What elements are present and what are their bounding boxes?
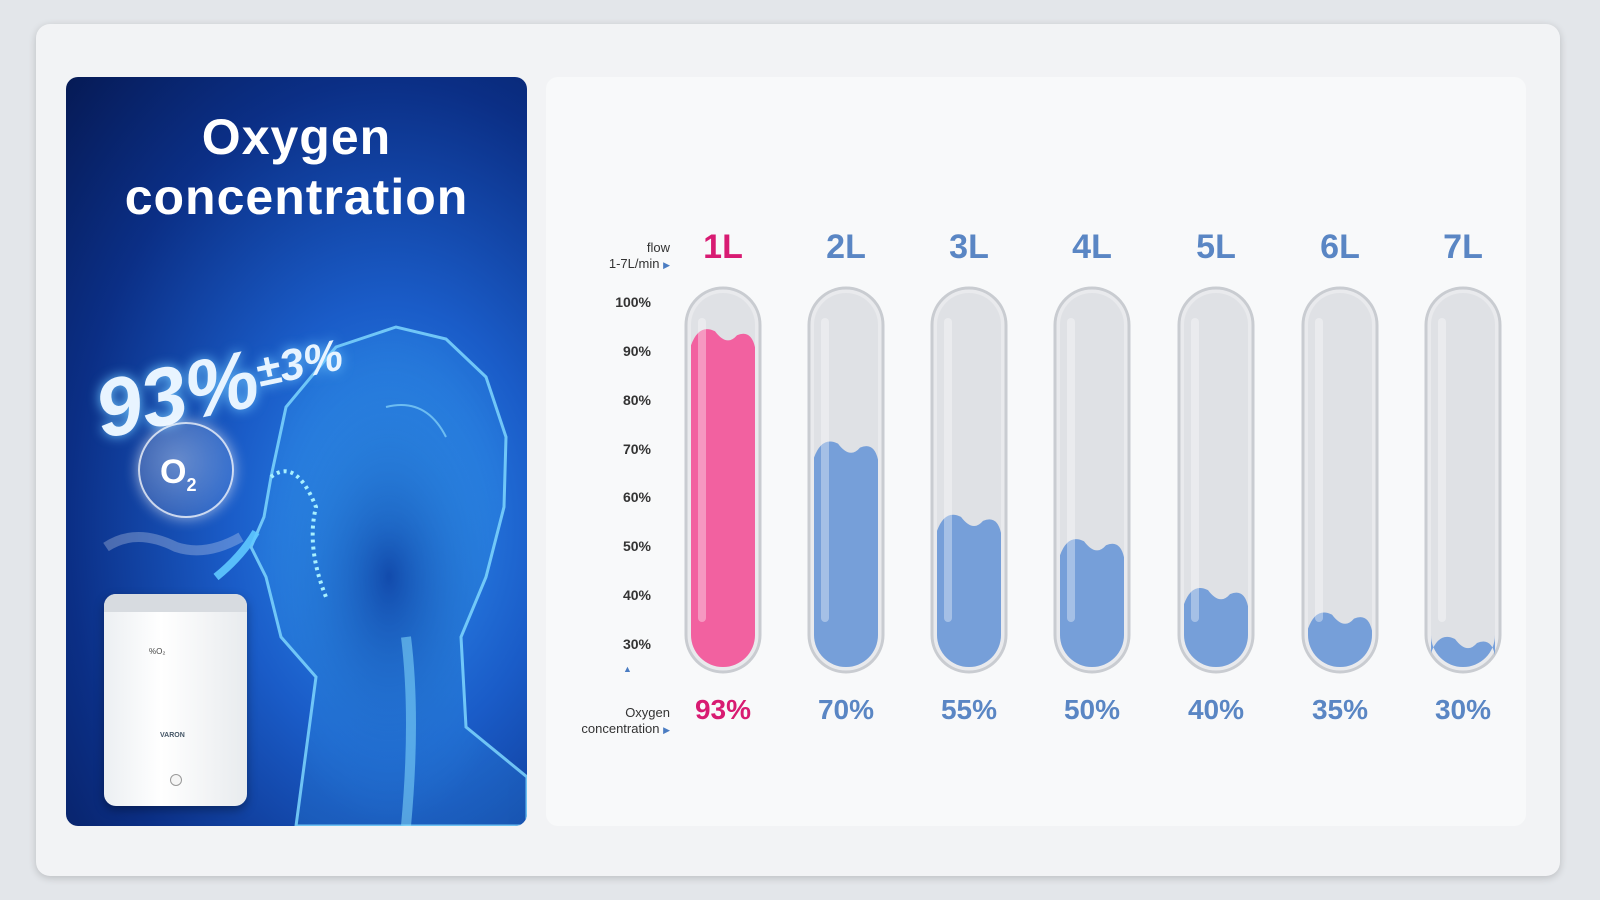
tube-interior (1184, 293, 1248, 667)
flow-value-label: 6L (1320, 228, 1360, 266)
tube-liquid (1431, 635, 1495, 667)
tube-liquid (1060, 539, 1124, 667)
flow-value-label: 7L (1443, 228, 1483, 266)
y-tick-label: 90% (622, 342, 651, 359)
right-triangle-icon: ▶ (663, 260, 670, 270)
bubble-subscript: 2 (186, 474, 197, 495)
up-triangle-icon: ▲ (623, 664, 632, 674)
flow-axis-label: flow 1-7L/min ▶ (578, 240, 670, 273)
flow-value-label: 1L (703, 228, 743, 266)
tube-highlight (1315, 318, 1323, 622)
flow-value-label: 5L (1196, 228, 1236, 266)
concentration-value-label: 70% (817, 694, 875, 725)
tube-highlight (821, 318, 829, 622)
flow-value-label: 2L (826, 228, 866, 266)
bubble-letter: O (160, 453, 187, 491)
flow-value-label: 4L (1072, 228, 1112, 266)
concentration-axis-label: Oxygen concentration ▶ (548, 705, 670, 738)
hero-panel: Oxygen concentration 93%±3% O2 %O₂ VARON (66, 77, 527, 826)
y-tick-label: 40% (622, 587, 651, 604)
right-triangle-icon: ▶ (663, 725, 670, 735)
tube-liquid (1184, 588, 1248, 667)
hero-title-line2: concentration (124, 169, 469, 225)
tube-liquid (937, 514, 1001, 667)
y-tick-label: 70% (622, 440, 651, 457)
y-tick-label: 50% (622, 538, 651, 555)
tube-highlight (1438, 318, 1446, 622)
head-illustration (103, 325, 527, 826)
concentration-value-label: 40% (1187, 694, 1245, 725)
tube-5L (1177, 286, 1255, 674)
concentration-value-label: 55% (940, 694, 998, 725)
tube-interior (1308, 293, 1372, 667)
tube-liquid (691, 329, 755, 667)
flow-label-line1: flow (646, 240, 670, 255)
tube-3L (930, 286, 1008, 674)
y-tick-label: 30% (622, 636, 651, 652)
tube-4L (1053, 286, 1131, 674)
tube-2L (807, 286, 885, 674)
device-brand-logo: VARON (160, 732, 185, 739)
oxygen-bubble-label: O2 (160, 453, 196, 496)
concentration-value-label: 35% (1311, 694, 1369, 725)
concentration-value-label: 93% (694, 694, 752, 725)
device-readout: %O₂ (149, 647, 166, 656)
concentration-label-line2: concentration (581, 721, 660, 736)
tube-highlight (698, 318, 706, 622)
device-top-panel (104, 594, 247, 612)
flow-value-label: 3L (949, 228, 989, 266)
tube-liquid (1308, 612, 1372, 667)
tube-highlight (944, 318, 952, 622)
tube-6L (1301, 286, 1379, 674)
tube-1L (684, 286, 762, 674)
concentration-value-label: 50% (1063, 694, 1121, 725)
oxygen-bubble-icon (138, 422, 234, 518)
concentration-label-line1: Oxygen (625, 705, 670, 720)
y-tick-label: 80% (622, 391, 651, 408)
tube-7L (1424, 286, 1502, 674)
oxygen-concentrator-device: %O₂ VARON (104, 594, 247, 806)
tube-liquid (814, 441, 878, 667)
tube-highlight (1067, 318, 1075, 622)
y-tick-label: 100% (615, 294, 651, 310)
tube-highlight (1191, 318, 1199, 622)
device-power-button-icon (170, 774, 182, 786)
tube-interior (1431, 293, 1495, 667)
concentration-value-label: 30% (1434, 694, 1492, 725)
hero-title: Oxygen concentration (66, 107, 527, 227)
flow-label-line2: 1-7L/min (608, 256, 660, 271)
y-tick-label: 60% (622, 489, 651, 506)
hero-title-line1: Oxygen (201, 109, 392, 165)
